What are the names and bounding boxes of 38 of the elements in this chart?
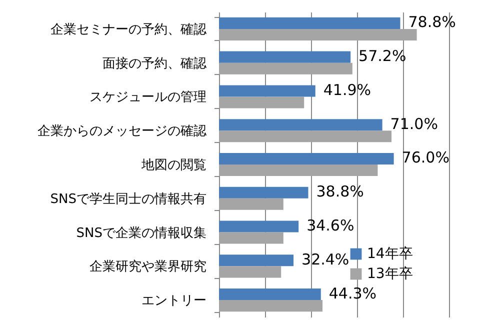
bar	[219, 254, 294, 266]
data-label: 57.2%	[358, 47, 406, 66]
bar	[219, 232, 284, 244]
bar	[219, 96, 304, 108]
y-tick-label: 企業研究や業界研究	[90, 260, 206, 275]
y-tick-label: エントリー	[142, 294, 206, 309]
y-tick-label: スケジュールの管理	[90, 90, 206, 106]
y-tick-label: 地図の閲覧	[140, 158, 206, 173]
data-label: 34.6%	[306, 216, 354, 235]
data-label: 71.0%	[390, 114, 438, 133]
bar	[219, 266, 282, 278]
bar	[219, 51, 351, 63]
data-label: 38.8%	[316, 182, 364, 201]
bar	[219, 119, 382, 131]
data-label: 44.3%	[328, 284, 377, 302]
y-tick-label: 企業からのメッセージの確認	[38, 124, 206, 140]
bar	[219, 186, 308, 198]
bar	[219, 220, 299, 232]
bar	[219, 85, 316, 97]
y-tick-label: SNSで学生同士の情報共有	[50, 192, 206, 207]
bar	[219, 300, 322, 312]
bar	[219, 164, 378, 176]
y-tick-label: 企業セミナーの予約、確認	[50, 22, 206, 38]
legend-label: 14年卒	[367, 246, 413, 262]
y-tick-label: SNSで企業の情報収集	[76, 226, 206, 241]
data-label: 76.0%	[402, 148, 450, 167]
bar	[219, 152, 394, 164]
bar	[219, 288, 321, 300]
bar	[219, 28, 417, 40]
legend-label: 13年卒	[367, 266, 413, 282]
bar	[219, 198, 284, 210]
data-label: 32.4%	[302, 250, 350, 268]
bar	[219, 130, 392, 142]
data-label: 78.8%	[408, 13, 456, 32]
data-label: 41.9%	[323, 80, 372, 99]
bar	[219, 62, 352, 74]
bar	[219, 17, 400, 29]
y-tick-label: 面接の予約、確認	[102, 56, 206, 72]
